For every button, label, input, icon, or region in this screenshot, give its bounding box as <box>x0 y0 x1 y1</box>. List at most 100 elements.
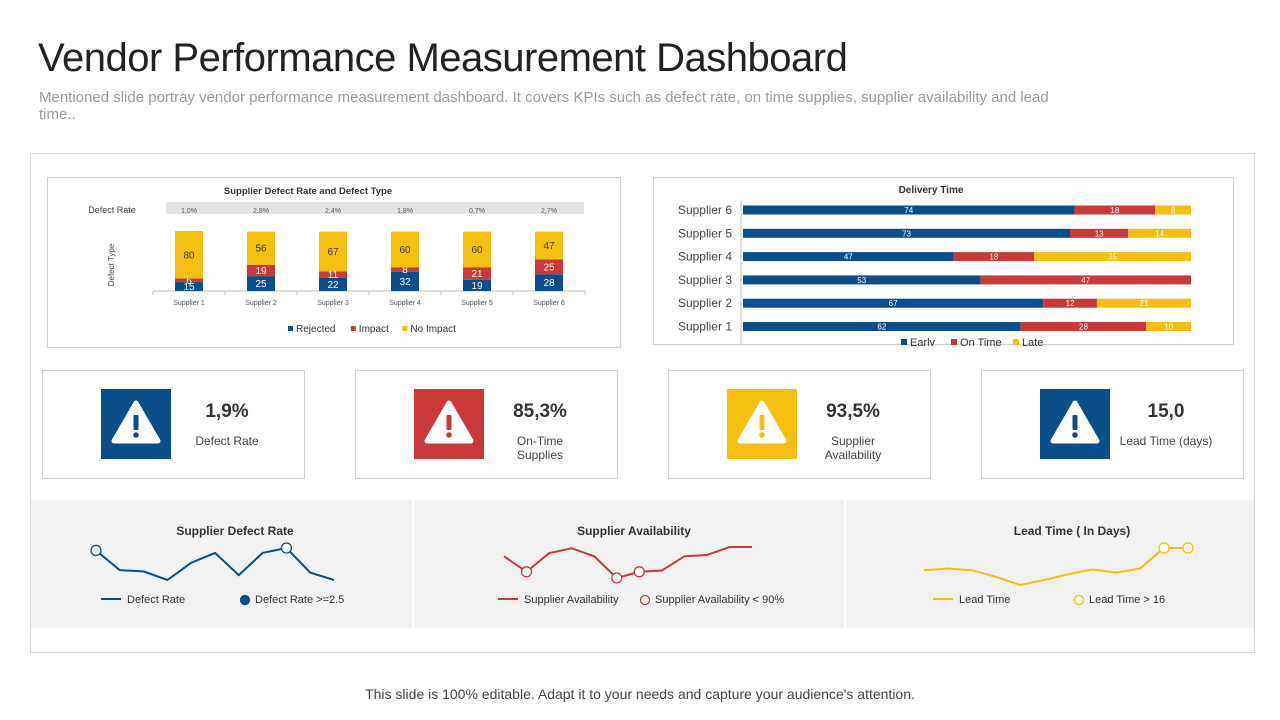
kpi-icon-box <box>101 389 171 459</box>
kpi-card-supplier-availability: 93,5% Supplier Availability <box>668 370 931 479</box>
bar-data-label: 12 <box>1066 299 1075 308</box>
bar-data-label: 25 <box>255 279 267 290</box>
band-divider <box>412 500 414 628</box>
bar-segment <box>1020 322 1147 331</box>
bar-data-label: 73 <box>902 229 911 238</box>
bar-data-label: 47 <box>1081 276 1090 285</box>
defect-chart: Supplier Defect Rate and Defect Type Defe… <box>88 186 586 335</box>
bar-data-label: 10 <box>1164 323 1173 332</box>
y-tick-label: Supplier 3 <box>678 273 732 287</box>
bar-segment <box>1043 298 1097 308</box>
bar-segment <box>980 275 1191 285</box>
footer-note: This slide is 100% editable. Adapt it to… <box>365 686 915 702</box>
bar-segment <box>463 267 491 280</box>
legend-label: Defect Rate <box>127 594 185 606</box>
series-line <box>923 547 1188 587</box>
bar-data-label: 80 <box>183 250 195 261</box>
defect-rate-strip <box>166 202 584 214</box>
legend-label: On Time <box>960 337 1002 346</box>
legend-swatch <box>1013 339 1019 345</box>
defect-rate-value: 1,8% <box>397 208 413 215</box>
bar-data-label: 56 <box>255 244 267 255</box>
y-tick-label: Supplier 2 <box>678 296 732 310</box>
x-tick-label: Supplier 6 <box>533 300 565 307</box>
kpi-card-lead-time: 15,0 Lead Time (days) <box>981 370 1244 479</box>
spark-availability-panel: Supplier Availability Supplier Availabili… <box>414 500 844 628</box>
spark-defect-chart: Supplier Defect Rate Defect Rate Defect Ra… <box>90 524 344 606</box>
bar-segment <box>1128 228 1191 238</box>
bar-segment <box>247 264 275 277</box>
highlight-marker <box>1158 542 1170 554</box>
highlight-marker <box>633 566 645 578</box>
x-tick-label: Supplier 3 <box>317 300 349 307</box>
kpi-icon-box <box>727 389 797 459</box>
bar-segment <box>535 231 563 260</box>
series-line <box>503 546 752 580</box>
bar-segment <box>743 205 1075 215</box>
highlight-marker <box>90 544 102 557</box>
kpi-value: 93,5% <box>826 401 880 422</box>
bar-data-label: 25 <box>543 262 555 273</box>
bar-segment <box>743 298 1044 308</box>
kpi-label: Defect Rate <box>195 434 259 448</box>
delivery-chart-panel: Delivery Time Supplier 6 74 18 8 Supplier 5 73… <box>653 177 1234 346</box>
bar-segment <box>1155 205 1191 215</box>
legend-label: Defect Rate >=2.5 <box>255 594 344 606</box>
bar-segment <box>1146 322 1191 331</box>
defect-rate-value: 1,0% <box>181 208 197 215</box>
legend-swatch <box>350 326 356 331</box>
bar-segment <box>1070 228 1129 238</box>
bar-segment <box>247 276 275 291</box>
bar-data-label: 11 <box>328 270 339 281</box>
bar-segment <box>1074 205 1156 215</box>
legend-marker <box>639 594 651 606</box>
kpi-icon-box <box>414 389 484 459</box>
highlight-marker <box>1182 542 1194 554</box>
dashboard-frame <box>30 153 1255 653</box>
legend-swatch <box>951 339 957 345</box>
bar-segment <box>175 278 203 283</box>
legend-swatch <box>901 339 907 345</box>
warning-icon <box>414 389 484 459</box>
bar-segment <box>463 231 491 268</box>
chart-title: Supplier Availability <box>577 524 691 538</box>
bar-segment <box>319 231 347 272</box>
page-title: Vendor Performance Measurement Dashboard <box>38 36 848 80</box>
bar-data-label: 67 <box>327 247 339 258</box>
bar-data-label: 21 <box>1140 299 1149 308</box>
bar-data-label: 67 <box>889 299 898 308</box>
legend-marker <box>1073 594 1085 606</box>
bar-data-label: 74 <box>904 206 913 215</box>
kpi-label: On-Time Supplies <box>516 434 564 462</box>
chart-title: Lead Time ( In Days) <box>1014 524 1130 538</box>
kpi-label: Supplier Availability <box>824 434 882 462</box>
legend-label: Supplier Availability < 90% <box>655 594 784 606</box>
y-tick-label: Supplier 5 <box>678 226 732 240</box>
legend-swatch <box>288 326 293 331</box>
bar-data-label: 35 <box>1108 253 1117 262</box>
bar-segment <box>391 231 419 268</box>
bar-segment <box>743 252 954 262</box>
bar-segment <box>247 231 275 265</box>
legend-label: Supplier Availability <box>524 594 619 606</box>
spark-defect-panel: Supplier Defect Rate Defect Rate Defect Ra… <box>31 500 412 628</box>
delivery-chart: Delivery Time Supplier 6 74 18 8 Supplier 5 73… <box>678 185 1191 346</box>
bar-data-label: 8 <box>402 265 408 276</box>
highlight-marker <box>520 566 533 578</box>
kpi-card-on-time-supplies: 85,3% On-Time Supplies <box>355 370 618 479</box>
band-divider <box>844 500 846 628</box>
bar-data-label: 32 <box>399 277 411 288</box>
defect-rate-value: 2,7% <box>541 208 557 215</box>
defect-rate-label: Defect Rate <box>88 205 136 215</box>
chart-title: Supplier Defect Rate and Defect Type <box>224 186 392 197</box>
kpi-value: 1,9% <box>205 401 249 422</box>
y-tick-label: Supplier 6 <box>678 203 732 217</box>
sparkline-band <box>31 500 1254 628</box>
kpi-card-defect-rate: 1,9% Defect Rate <box>42 370 305 479</box>
highlight-marker <box>611 572 623 584</box>
bar-data-label: 19 <box>471 281 483 292</box>
bar-segment <box>535 274 563 291</box>
bar-segment <box>175 231 203 279</box>
bar-data-label: 28 <box>1079 323 1088 332</box>
bar-segment <box>743 275 981 285</box>
